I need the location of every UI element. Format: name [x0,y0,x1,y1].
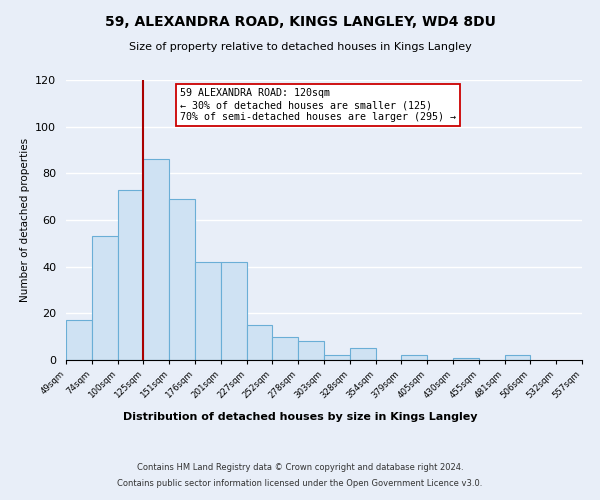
Bar [247,325,272,360]
Text: Size of property relative to detached houses in Kings Langley: Size of property relative to detached ho… [128,42,472,52]
Bar [221,262,247,360]
Bar [298,342,324,360]
Bar [401,356,427,360]
Text: Contains HM Land Registry data © Crown copyright and database right 2024.: Contains HM Land Registry data © Crown c… [137,464,463,472]
Text: Distribution of detached houses by size in Kings Langley: Distribution of detached houses by size … [123,412,477,422]
Y-axis label: Number of detached properties: Number of detached properties [20,138,29,302]
Bar [92,236,118,360]
Bar [169,199,195,360]
Bar [350,348,376,360]
Text: Contains public sector information licensed under the Open Government Licence v3: Contains public sector information licen… [118,478,482,488]
Bar [118,190,143,360]
Text: 59, ALEXANDRA ROAD, KINGS LANGLEY, WD4 8DU: 59, ALEXANDRA ROAD, KINGS LANGLEY, WD4 8… [104,15,496,29]
Bar [324,356,350,360]
Bar [272,336,298,360]
Bar [195,262,221,360]
Bar [453,358,479,360]
Bar [505,356,530,360]
Text: 59 ALEXANDRA ROAD: 120sqm
← 30% of detached houses are smaller (125)
70% of semi: 59 ALEXANDRA ROAD: 120sqm ← 30% of detac… [179,88,455,122]
Bar [66,320,92,360]
Bar [143,160,169,360]
